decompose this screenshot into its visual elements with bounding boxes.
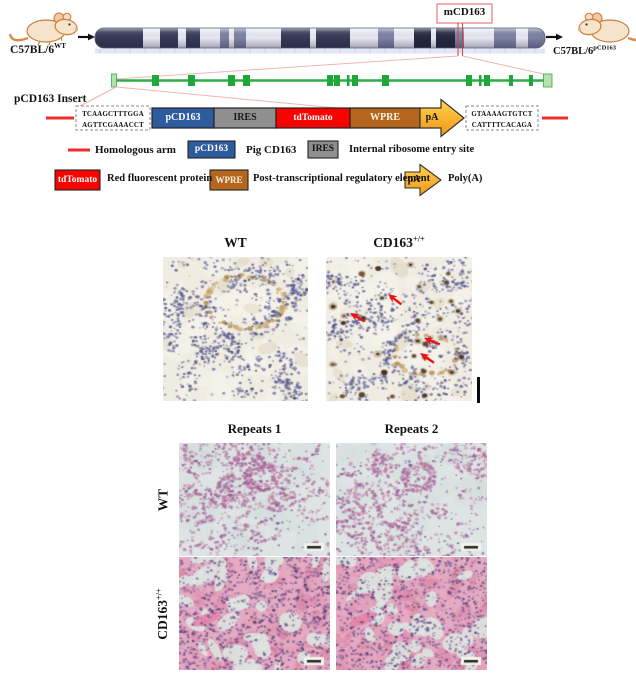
right-homology-sequence: GTAAAAGTGTCT CATTTTCACAGA — [466, 106, 538, 133]
chromosome-ruler — [95, 48, 545, 54]
legend-wpre-desc: Post-transcriptional regulatory element — [253, 173, 431, 184]
legend-ires-desc: Internal ribosome entry site — [349, 144, 475, 155]
legend-tdtomato-key: tdTomato — [57, 175, 98, 185]
ihc-wt-base: WT — [224, 235, 247, 250]
left-seq-line1: TCAAGCTTTGGA — [82, 111, 144, 118]
legend-homologous-arm-label: Homologous arm — [95, 144, 176, 156]
red-arrow-icon — [350, 313, 366, 323]
right-mouse-label-base: C57BL/6 — [553, 46, 594, 57]
gene-structure — [111, 73, 553, 88]
legend-tdtomato-desc: Red fluorescent protein — [107, 173, 213, 184]
right-mouse-label-sup: pCD163 — [593, 44, 617, 52]
red-arrow-icon — [420, 353, 435, 364]
zoom-fan-top — [115, 55, 549, 80]
mcd163-marker-lines — [457, 23, 463, 56]
left-mouse-label: C57BL/6WT — [10, 42, 66, 56]
gene-right-end — [543, 73, 553, 88]
ihc-image-cd163 — [326, 257, 472, 401]
legend-pa-key: pA — [407, 174, 421, 185]
legend-ires-key: IRES — [311, 144, 335, 154]
he-image-cd163-repeat2 — [336, 557, 487, 670]
right-mouse-label: C57BL/6pCD163 — [553, 44, 617, 57]
he-column-header-repeats1: Repeats 1 — [227, 421, 282, 436]
he-row-wt-base: WT — [154, 488, 170, 511]
mcd163-locus-label: mCD163 — [443, 6, 486, 18]
ihc-column-header-wt: WT — [163, 235, 308, 251]
tdtomato-box-label: tdTomato — [293, 113, 333, 123]
legend-symbols — [54, 140, 442, 197]
right-seq-line1: GTAAAAGTGTCT — [471, 111, 533, 118]
right-homology-seq-box — [465, 105, 539, 131]
he-row-header-cd163: CD163+/+ — [148, 557, 178, 670]
legend-pa-desc: Poly(A) — [448, 173, 483, 184]
right-seq-line2: CATTTTCACAGA — [471, 122, 533, 130]
left-seq-line2: AGTTCGAAACCT — [82, 122, 144, 130]
pcd163-box-label: pCD163 — [165, 112, 201, 123]
insert-title: pCD163 Insert — [14, 93, 87, 105]
ihc-cd163-sup: +/+ — [412, 234, 425, 244]
wpre-box-label: WPRE — [370, 112, 400, 123]
ihc-arrow-overlay — [350, 294, 441, 364]
ihc-cd163-base: CD163 — [373, 235, 413, 250]
he-row-cd163-sup: +/+ — [154, 587, 164, 600]
legend-pa-arrow — [404, 163, 442, 197]
right-arrow-icon — [546, 33, 563, 41]
legend-pcd163-key: pCD163 — [194, 144, 229, 154]
ihc-column-header-cd163: CD163+/+ — [326, 235, 472, 251]
red-arrow-icon — [424, 337, 441, 346]
legend-wpre-box — [209, 169, 249, 191]
gene-left-end — [111, 73, 117, 88]
scale-bar — [477, 377, 480, 403]
legend-pcd163-box — [187, 140, 236, 159]
left-arrow-icon — [78, 33, 95, 41]
left-mouse-label-sup: WT — [54, 42, 66, 51]
he-image-wt-repeat2 — [336, 443, 487, 556]
he-image-wt-repeat1 — [179, 443, 330, 556]
he-row-header-wt: WT — [148, 443, 178, 556]
left-mouse-label-base: C57BL/6 — [10, 44, 55, 56]
gene-targeting-diagram — [8, 3, 636, 197]
legend-wpre-key: WPRE — [215, 175, 243, 185]
mouse-right-illustration — [577, 12, 636, 43]
mcd163-callout-box — [436, 3, 493, 24]
pa-arrow-label: pA — [425, 112, 439, 123]
pa-arrow — [419, 98, 465, 138]
red-arrow-icon — [388, 294, 403, 306]
mouse-left-illustration — [8, 12, 79, 46]
left-homology-sequence: TCAAGCTTTGGA AGTTCGAAACCT — [76, 106, 150, 133]
chromosome-ideogram — [94, 27, 546, 54]
left-homology-seq-box — [75, 105, 151, 131]
legend-pcd163-desc: Pig CD163 — [246, 144, 297, 156]
legend-tdtomato-box — [54, 169, 101, 191]
he-row-cd163-base: CD163 — [155, 599, 171, 640]
he-image-cd163-repeat1 — [179, 557, 330, 670]
ires-box-label: IRES — [233, 112, 257, 123]
he-column-header-repeats2: Repeats 2 — [384, 421, 439, 436]
ihc-image-wt — [163, 257, 308, 401]
legend-ires-box — [307, 140, 339, 159]
insert-cassette — [46, 98, 568, 138]
